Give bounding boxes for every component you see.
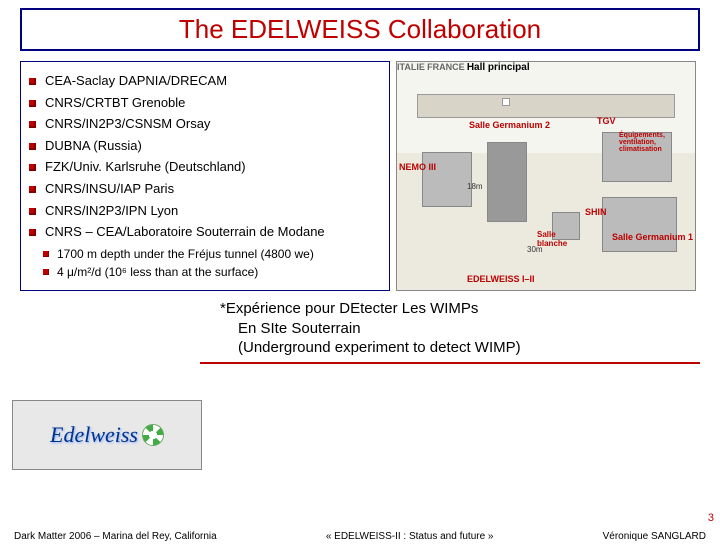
- list-item: CEA-Saclay DAPNIA/DRECAM: [29, 70, 381, 92]
- footer-left: Dark Matter 2006 – Marina del Rey, Calif…: [14, 531, 217, 542]
- label-germ2: Salle Germanium 2: [469, 120, 550, 130]
- footer-center: « EDELWEISS-II : Status and future »: [217, 531, 603, 542]
- list-item: CNRS/IN2P3/CSNSM Orsay: [29, 113, 381, 135]
- edelweiss-logo: Edelweiss: [12, 400, 202, 470]
- label-dist-v: 18m: [467, 182, 483, 191]
- title-bar: The EDELWEISS Collaboration: [20, 8, 700, 51]
- sub-points-list: 1700 m depth under the Fréjus tunnel (48…: [43, 245, 381, 281]
- footer-right: Véronique SANGLARD: [603, 531, 706, 542]
- institutions-box: CEA-Saclay DAPNIA/DRECAM CNRS/CRTBT Gren…: [20, 61, 390, 291]
- label-tgv: TGV: [597, 116, 616, 126]
- content-row: CEA-Saclay DAPNIA/DRECAM CNRS/CRTBT Gren…: [0, 61, 720, 291]
- list-item: FZK/Univ. Karlsruhe (Deutschland): [29, 156, 381, 178]
- list-item: 4 μ/m²/d (10⁶ less than at the surface): [43, 263, 381, 281]
- label-shin: SHIN: [585, 207, 607, 217]
- list-item: CNRS/IN2P3/IPN Lyon: [29, 200, 381, 222]
- label-italy: ITALIE: [397, 62, 425, 72]
- label-blanc: Salle blanche: [537, 230, 587, 248]
- diagram-area: ITALIE FRANCE Hall principal NEMO III Sa…: [396, 61, 700, 291]
- explanation-line: En SIte Souterrain: [220, 319, 700, 339]
- block: [602, 197, 677, 252]
- tunnel-shape: [417, 94, 675, 118]
- explanation-line: (Underground experiment to detect WIMP): [220, 338, 700, 358]
- tunnel-box: [502, 98, 510, 106]
- list-item: DUBNA (Russia): [29, 135, 381, 157]
- list-item: CNRS/CRTBT Grenoble: [29, 92, 381, 114]
- block: [422, 152, 472, 207]
- label-edel: EDELWEISS I–II: [467, 274, 535, 284]
- label-france: FRANCE: [427, 62, 465, 72]
- label-germ1: Salle Germanium 1: [612, 232, 693, 242]
- list-item: CNRS – CEA/Laboratoire Souterrain de Mod…: [29, 221, 381, 243]
- label-hall: Hall principal: [467, 62, 530, 73]
- page-number: 3: [708, 512, 714, 524]
- label-nemo: NEMO III: [399, 162, 436, 172]
- institutions-list: CEA-Saclay DAPNIA/DRECAM CNRS/CRTBT Gren…: [29, 70, 381, 243]
- footer: Dark Matter 2006 – Marina del Rey, Calif…: [0, 531, 720, 542]
- explanation-box: *Expérience pour DEtecter Les WIMPs En S…: [0, 299, 700, 358]
- list-item: CNRS/INSU/IAP Paris: [29, 178, 381, 200]
- slide-title: The EDELWEISS Collaboration: [32, 14, 688, 45]
- label-equip: Équipements, ventilation, climatisation: [619, 132, 695, 153]
- label-dist-h: 30m: [527, 245, 543, 254]
- block: [487, 142, 527, 222]
- facility-diagram: ITALIE FRANCE Hall principal NEMO III Sa…: [396, 61, 696, 291]
- explanation-line: *Expérience pour DEtecter Les WIMPs: [220, 299, 700, 319]
- logo-text: Edelweiss: [50, 422, 138, 448]
- red-separator: [200, 362, 700, 364]
- edelweiss-flower-icon: [142, 424, 164, 446]
- list-item: 1700 m depth under the Fréjus tunnel (48…: [43, 245, 381, 263]
